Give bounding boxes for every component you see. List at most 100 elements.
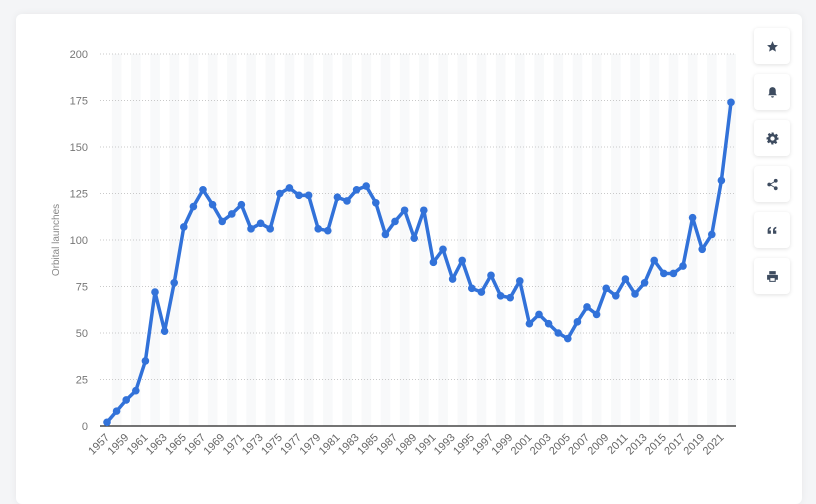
x-tick-label: 2001 [509, 432, 535, 458]
data-point[interactable] [698, 245, 706, 254]
data-point[interactable] [708, 230, 716, 239]
y-tick-label: 175 [70, 96, 88, 108]
x-tick-label: 1985 [355, 432, 381, 458]
data-point[interactable] [304, 191, 313, 200]
data-point[interactable] [564, 334, 572, 343]
data-point[interactable] [381, 230, 390, 239]
line-chart: 0 25 50 75 100 125 150 175 200 Orbital launches 19… [51, 49, 736, 458]
data-point[interactable] [343, 197, 351, 205]
data-point[interactable] [256, 219, 265, 228]
data-point[interactable] [266, 225, 275, 233]
column-band [630, 54, 640, 426]
data-point[interactable] [525, 319, 534, 328]
share-button[interactable] [754, 166, 790, 202]
y-tick-label: 75 [76, 282, 88, 294]
print-icon [766, 270, 778, 282]
data-point[interactable] [228, 210, 236, 218]
data-point[interactable] [180, 223, 188, 231]
y-tick-label: 25 [76, 375, 88, 387]
column-band [611, 54, 621, 426]
x-tick-label: 1973 [240, 432, 266, 458]
x-tick-label: 2005 [547, 432, 573, 458]
data-point[interactable] [544, 319, 553, 328]
data-point[interactable] [554, 329, 562, 337]
data-point[interactable] [103, 418, 111, 427]
data-point[interactable] [324, 226, 332, 235]
data-point[interactable] [170, 278, 178, 287]
data-point[interactable] [688, 213, 697, 222]
data-point[interactable] [468, 284, 476, 293]
data-point[interactable] [112, 407, 121, 415]
data-point[interactable] [660, 269, 668, 278]
data-point[interactable] [496, 292, 505, 300]
data-point[interactable] [727, 98, 735, 107]
data-point[interactable] [448, 275, 457, 283]
column-band [169, 54, 180, 426]
column-band [726, 54, 736, 426]
data-point[interactable] [141, 357, 150, 365]
x-tick-label: 2007 [566, 432, 592, 458]
data-point[interactable] [218, 217, 226, 226]
data-point[interactable] [439, 245, 447, 254]
settings-button[interactable] [754, 120, 790, 156]
favorite-button[interactable] [754, 28, 790, 64]
x-tick-label: 1993 [432, 432, 458, 458]
x-tick-label: 1989 [394, 432, 420, 458]
column-band [591, 54, 602, 426]
data-point[interactable] [285, 184, 294, 192]
data-point[interactable] [650, 256, 658, 265]
cite-button[interactable] [754, 212, 790, 248]
data-point[interactable] [717, 176, 726, 185]
data-point[interactable] [333, 193, 342, 202]
y-tick-label: 0 [82, 421, 88, 433]
data-point[interactable] [458, 256, 467, 265]
bell-icon [767, 86, 777, 98]
data-point[interactable] [592, 310, 601, 319]
data-point[interactable] [602, 284, 610, 293]
data-point[interactable] [208, 200, 217, 209]
data-point[interactable] [160, 327, 169, 335]
data-point[interactable] [189, 202, 198, 211]
data-point[interactable] [535, 310, 543, 319]
column-band [649, 54, 660, 426]
data-point[interactable] [612, 292, 620, 300]
data-point[interactable] [295, 191, 303, 200]
data-point[interactable] [199, 185, 207, 194]
data-point[interactable] [276, 189, 284, 198]
data-point[interactable] [151, 288, 159, 296]
print-button[interactable] [754, 258, 790, 294]
data-point[interactable] [621, 275, 630, 283]
data-point[interactable] [679, 262, 687, 270]
notification-button[interactable] [754, 74, 790, 110]
x-tick-label: 1981 [317, 432, 343, 458]
column-band [227, 54, 237, 426]
data-point[interactable] [640, 278, 649, 287]
column-band [687, 54, 698, 426]
data-point[interactable] [669, 269, 678, 278]
data-point[interactable] [573, 318, 582, 326]
data-point[interactable] [400, 206, 409, 215]
data-point[interactable] [516, 277, 524, 285]
data-point[interactable] [477, 288, 486, 296]
data-point[interactable] [122, 396, 130, 404]
data-point[interactable] [506, 293, 514, 302]
share-icon [766, 178, 778, 190]
data-point[interactable] [237, 200, 246, 209]
data-point[interactable] [362, 182, 371, 190]
data-point[interactable] [247, 225, 255, 233]
data-point[interactable] [372, 199, 380, 207]
data-point[interactable] [631, 290, 639, 298]
data-point[interactable] [132, 386, 140, 395]
data-point[interactable] [410, 234, 419, 242]
x-tick-label: 1987 [374, 432, 400, 458]
data-point[interactable] [583, 303, 591, 311]
data-point[interactable] [487, 271, 495, 280]
column-band [707, 54, 717, 426]
data-point[interactable] [352, 185, 361, 194]
data-point[interactable] [420, 206, 428, 215]
column-band [438, 54, 448, 426]
data-point[interactable] [429, 258, 438, 267]
data-point[interactable] [391, 217, 399, 226]
data-point[interactable] [314, 225, 323, 233]
x-tick-label: 2015 [643, 432, 669, 458]
